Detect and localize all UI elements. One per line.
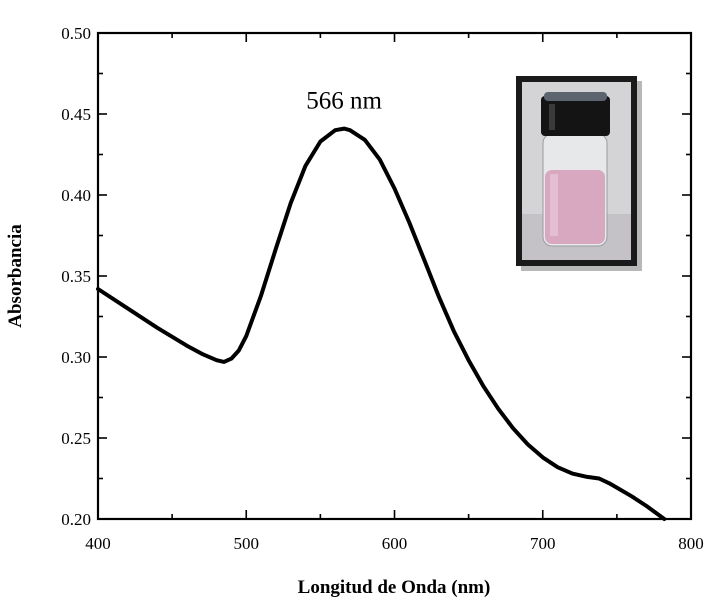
x-axis-title: Longitud de Onda (nm) <box>298 577 491 598</box>
y-tick-label: 0.30 <box>61 348 91 367</box>
y-axis-title: Absorbancia <box>5 224 26 328</box>
x-tick-label: 800 <box>678 534 704 553</box>
vial-cap <box>541 96 610 136</box>
y-tick-label: 0.50 <box>61 24 91 43</box>
y-tick-label: 0.40 <box>61 186 91 205</box>
x-tick-label: 700 <box>530 534 556 553</box>
peak-annotation: 566 nm <box>306 88 382 115</box>
absorbance-curve <box>96 126 667 521</box>
y-tick-label: 0.35 <box>61 267 91 286</box>
vial-liquid <box>545 170 605 244</box>
x-tick-label: 500 <box>234 534 260 553</box>
y-tick-label: 0.20 <box>61 510 91 529</box>
vial-liquid-highlight <box>550 174 558 236</box>
vial-cap-shine <box>549 104 555 130</box>
axis-ticks <box>97 32 692 520</box>
inset-vial-photo <box>516 76 642 271</box>
vial-cap-top <box>544 92 607 101</box>
axis-tick-labels: 400 500 600 700 800 0.20 0.25 0.30 0.35 0.40 0.45 0… <box>61 24 704 553</box>
x-tick-label: 400 <box>85 534 111 553</box>
x-tick-label: 600 <box>382 534 408 553</box>
y-tick-label: 0.45 <box>61 105 91 124</box>
y-tick-label: 0.25 <box>61 429 91 448</box>
